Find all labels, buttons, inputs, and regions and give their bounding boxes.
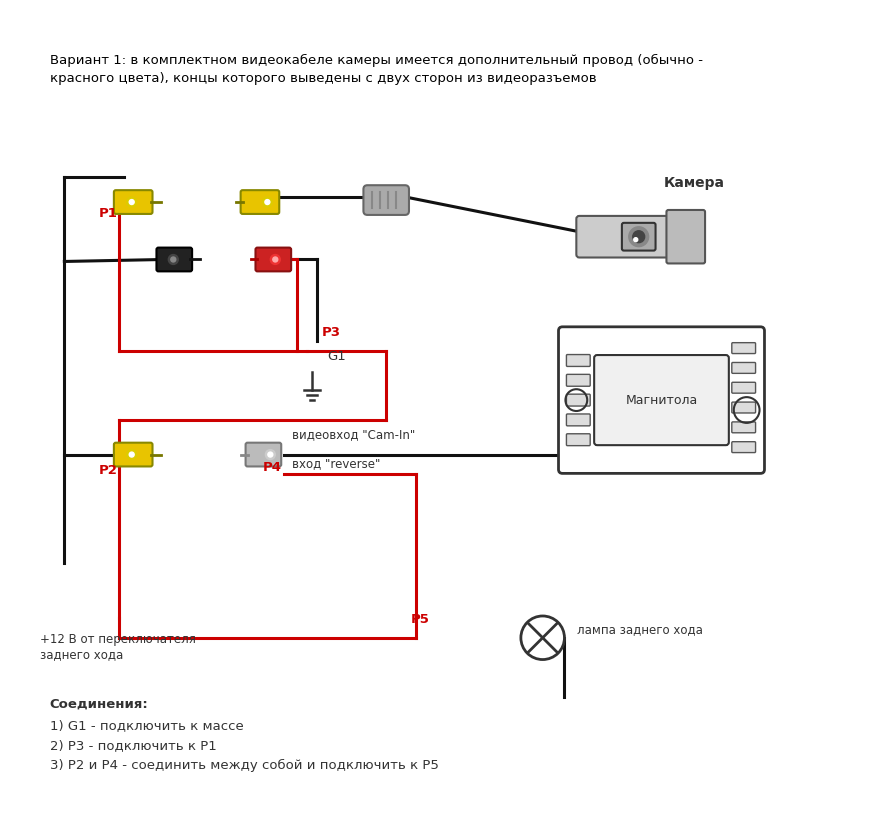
- FancyBboxPatch shape: [559, 327, 765, 474]
- FancyBboxPatch shape: [594, 355, 728, 445]
- Text: Соединения:: Соединения:: [50, 697, 149, 710]
- FancyBboxPatch shape: [732, 422, 756, 433]
- FancyBboxPatch shape: [567, 374, 591, 386]
- Text: 2) Р3 - подключить к Р1: 2) Р3 - подключить к Р1: [50, 739, 217, 752]
- Text: +12 В от переключателя
заднего хода: +12 В от переключателя заднего хода: [40, 633, 195, 661]
- FancyBboxPatch shape: [255, 248, 291, 272]
- FancyBboxPatch shape: [732, 402, 756, 413]
- Text: P1: P1: [99, 207, 118, 220]
- Text: Камера: Камера: [664, 177, 725, 190]
- FancyBboxPatch shape: [114, 190, 153, 214]
- FancyBboxPatch shape: [156, 248, 192, 272]
- FancyBboxPatch shape: [667, 210, 705, 264]
- Text: G1: G1: [327, 351, 346, 364]
- FancyBboxPatch shape: [576, 216, 682, 258]
- Text: P5: P5: [411, 613, 430, 626]
- Text: P4: P4: [263, 461, 281, 475]
- Circle shape: [629, 227, 649, 246]
- Circle shape: [271, 255, 280, 264]
- Circle shape: [268, 452, 273, 457]
- Circle shape: [265, 200, 270, 204]
- FancyBboxPatch shape: [732, 363, 756, 374]
- Circle shape: [265, 450, 275, 460]
- Circle shape: [263, 197, 272, 207]
- Circle shape: [129, 452, 134, 457]
- FancyBboxPatch shape: [567, 394, 591, 406]
- Text: Магнитола: Магнитола: [625, 393, 697, 406]
- FancyBboxPatch shape: [363, 186, 409, 215]
- Circle shape: [273, 257, 278, 262]
- Circle shape: [171, 257, 176, 262]
- Circle shape: [566, 389, 587, 411]
- Circle shape: [126, 197, 137, 207]
- FancyBboxPatch shape: [732, 342, 756, 354]
- Circle shape: [521, 616, 565, 659]
- Text: Вариант 1: в комплектном видеокабеле камеры имеется дополнительный провод (обычн: Вариант 1: в комплектном видеокабеле кам…: [50, 53, 703, 85]
- Circle shape: [168, 255, 179, 264]
- FancyBboxPatch shape: [567, 433, 591, 446]
- Text: 1) G1 - подключить к массе: 1) G1 - подключить к массе: [50, 719, 243, 732]
- Circle shape: [126, 450, 137, 460]
- Circle shape: [634, 238, 637, 241]
- Text: вход "reverse": вход "reverse": [292, 457, 380, 470]
- FancyBboxPatch shape: [621, 222, 656, 250]
- Text: видеовход "Cam-In": видеовход "Cam-In": [292, 428, 415, 441]
- Text: P2: P2: [99, 465, 118, 477]
- FancyBboxPatch shape: [114, 443, 153, 466]
- Text: лампа заднего хода: лампа заднего хода: [577, 623, 703, 635]
- Text: P3: P3: [322, 326, 341, 339]
- FancyBboxPatch shape: [567, 414, 591, 426]
- Text: 3) Р2 и Р4 - соединить между собой и подключить к Р5: 3) Р2 и Р4 - соединить между собой и под…: [50, 759, 438, 772]
- Circle shape: [633, 231, 644, 243]
- FancyBboxPatch shape: [246, 443, 281, 466]
- FancyBboxPatch shape: [240, 190, 279, 214]
- Circle shape: [129, 200, 134, 204]
- FancyBboxPatch shape: [732, 442, 756, 452]
- Circle shape: [734, 397, 759, 423]
- FancyBboxPatch shape: [567, 355, 591, 366]
- FancyBboxPatch shape: [732, 383, 756, 393]
